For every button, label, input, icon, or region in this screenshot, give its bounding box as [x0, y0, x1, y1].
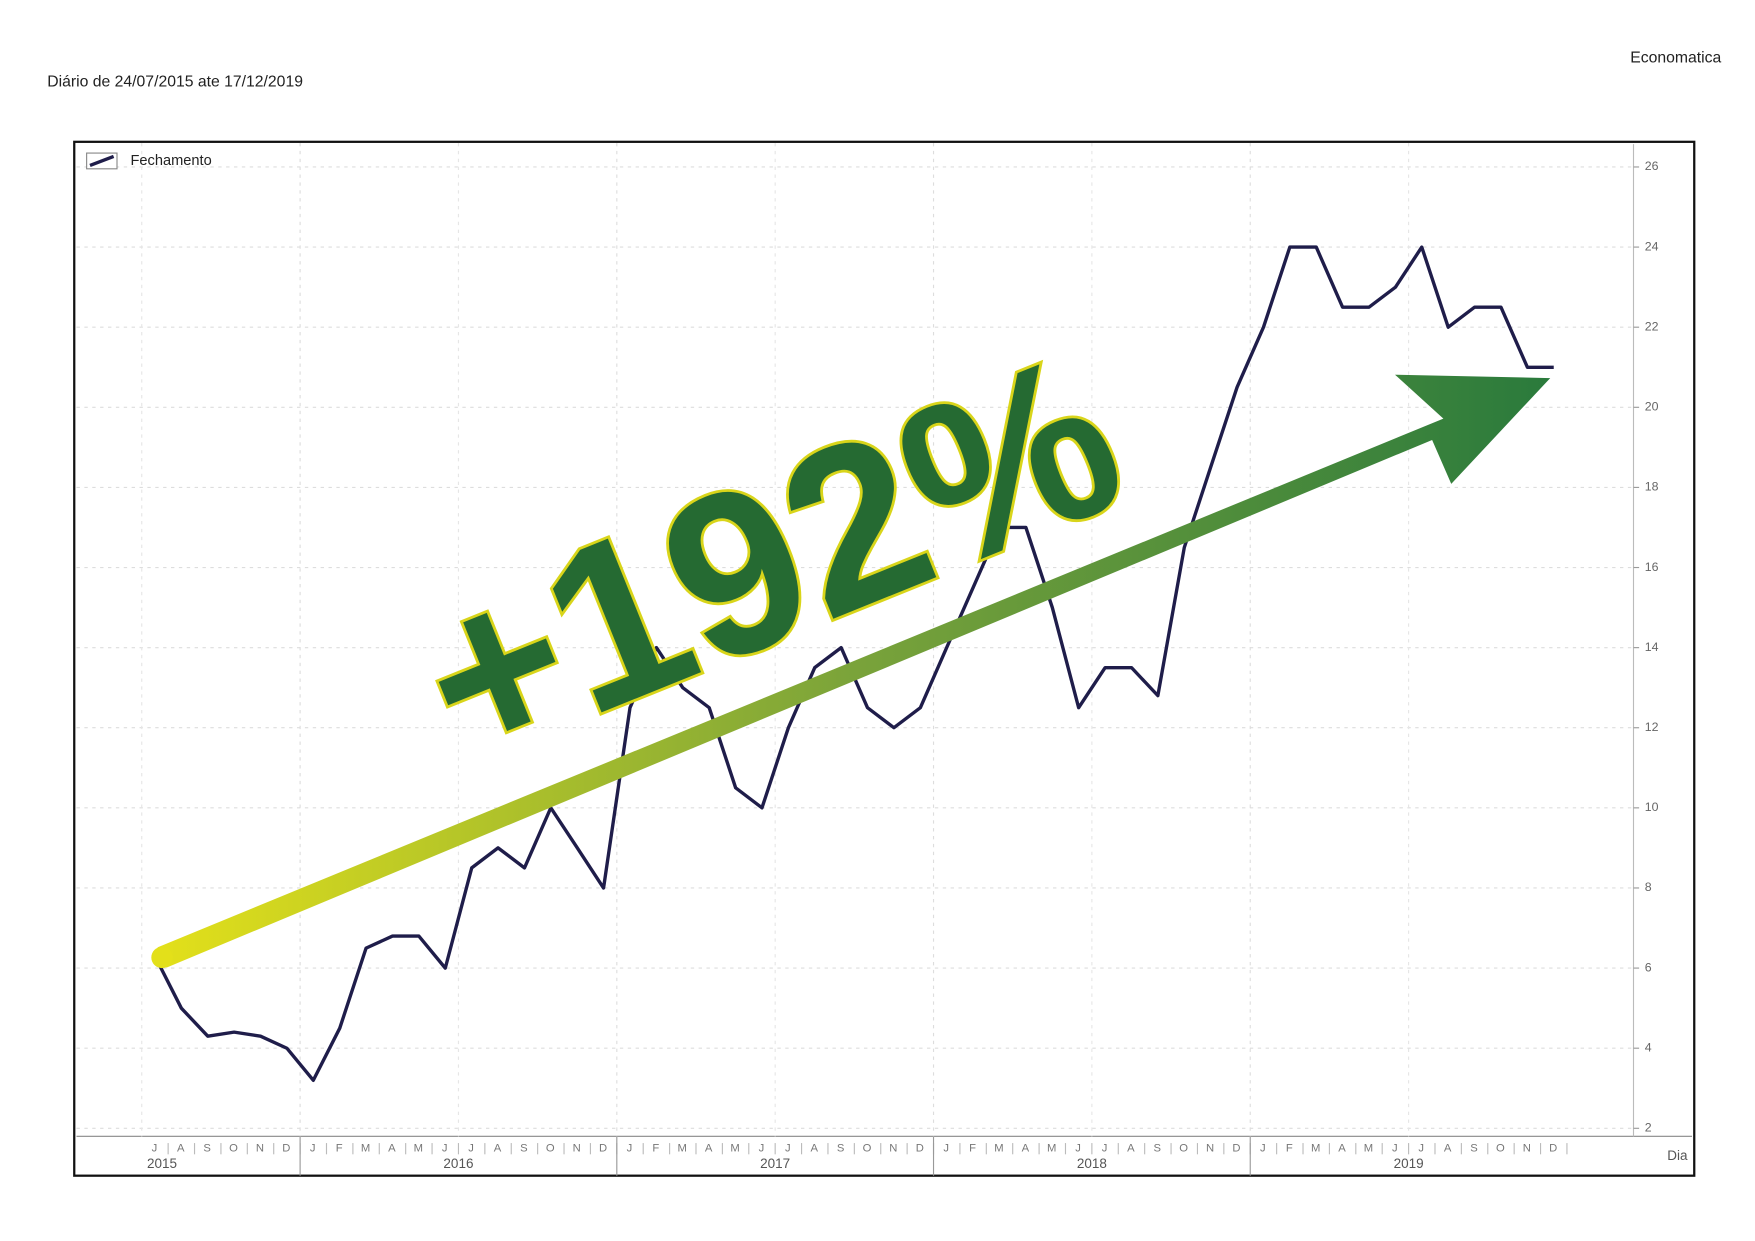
month-label: J	[1392, 1143, 1399, 1155]
chart-title: Diário de 24/07/2015 ate 17/12/2019	[47, 73, 303, 90]
month-label: J	[310, 1143, 317, 1155]
year-label: 2016	[443, 1156, 473, 1171]
month-label: N	[1206, 1143, 1215, 1155]
y-tick-label: 6	[1645, 960, 1652, 974]
y-tick-label: 18	[1645, 480, 1659, 494]
y-tick-label: 20	[1645, 400, 1659, 414]
grid	[76, 142, 1634, 1137]
y-tick-label: 2	[1645, 1121, 1652, 1135]
y-tick-label: 22	[1645, 319, 1659, 333]
month-label: A	[1022, 1143, 1031, 1155]
year-label: 2019	[1394, 1156, 1424, 1171]
arrow-tail	[151, 946, 173, 969]
month-label: J	[1260, 1143, 1267, 1155]
month-label: D	[916, 1143, 925, 1155]
month-label: M	[361, 1143, 372, 1155]
month-label: A	[705, 1143, 714, 1155]
month-label: N	[1523, 1143, 1532, 1155]
month-label: S	[1154, 1143, 1163, 1155]
month-label: D	[1549, 1143, 1558, 1155]
month-label: M	[994, 1143, 1005, 1155]
month-label: F	[652, 1143, 660, 1155]
month-label: J	[442, 1143, 449, 1155]
year-label: 2015	[147, 1156, 177, 1171]
month-label: A	[1338, 1143, 1347, 1155]
month-label: M	[1047, 1143, 1058, 1155]
month-label: F	[969, 1143, 977, 1155]
year-label: 2017	[760, 1156, 790, 1171]
month-label: F	[336, 1143, 344, 1155]
legend: Fechamento	[86, 152, 212, 170]
month-label: D	[282, 1143, 291, 1155]
month-label: A	[1444, 1143, 1453, 1155]
month-label: J	[468, 1143, 475, 1155]
month-label: O	[229, 1143, 239, 1155]
month-label: A	[388, 1143, 397, 1155]
month-label: J	[1102, 1143, 1109, 1155]
month-label: O	[1496, 1143, 1506, 1155]
month-label: M	[1311, 1143, 1322, 1155]
month-label: A	[177, 1143, 186, 1155]
y-tick-label: 26	[1645, 159, 1659, 173]
month-label: D	[599, 1143, 608, 1155]
month-label: J	[627, 1143, 634, 1155]
year-label: 2018	[1077, 1156, 1107, 1171]
y-tick-label: 10	[1645, 800, 1659, 814]
month-label: D	[1232, 1143, 1241, 1155]
month-label: M	[414, 1143, 425, 1155]
month-label: F	[1286, 1143, 1294, 1155]
y-tick-label: 8	[1645, 880, 1652, 894]
legend-swatch	[89, 154, 115, 168]
legend-label: Fechamento	[131, 153, 212, 169]
month-label: N	[256, 1143, 265, 1155]
month-label: J	[1075, 1143, 1082, 1155]
month-label: S	[837, 1143, 846, 1155]
y-tick-label: 4	[1645, 1040, 1652, 1054]
y-tick-label: 24	[1645, 239, 1659, 253]
arrow	[151, 374, 1551, 969]
month-label: N	[573, 1143, 582, 1155]
month-label: S	[1470, 1143, 1479, 1155]
month-label: M	[1364, 1143, 1375, 1155]
month-label: J	[1418, 1143, 1425, 1155]
source: Economatica	[1630, 50, 1721, 67]
y-tick-label: 16	[1645, 560, 1659, 574]
month-label: M	[730, 1143, 740, 1155]
month-label: A	[810, 1143, 819, 1155]
month-label: O	[863, 1143, 873, 1155]
y-tick-label: 12	[1645, 720, 1659, 734]
arrow-shape	[157, 374, 1551, 968]
month-label: N	[889, 1143, 898, 1155]
month-label: O	[546, 1143, 556, 1155]
month-label: M	[678, 1143, 689, 1155]
x-axis-label: Dia	[1667, 1148, 1688, 1163]
month-label: A	[1127, 1143, 1136, 1155]
month-label: O	[1179, 1143, 1189, 1155]
y-tick-label: 14	[1645, 640, 1659, 654]
month-label: A	[494, 1143, 503, 1155]
month-label: J	[943, 1143, 950, 1155]
month-label: J	[759, 1143, 766, 1155]
month-label: S	[520, 1143, 529, 1155]
month-label: J	[152, 1143, 159, 1155]
month-label: S	[203, 1143, 212, 1155]
month-label: J	[785, 1143, 792, 1155]
